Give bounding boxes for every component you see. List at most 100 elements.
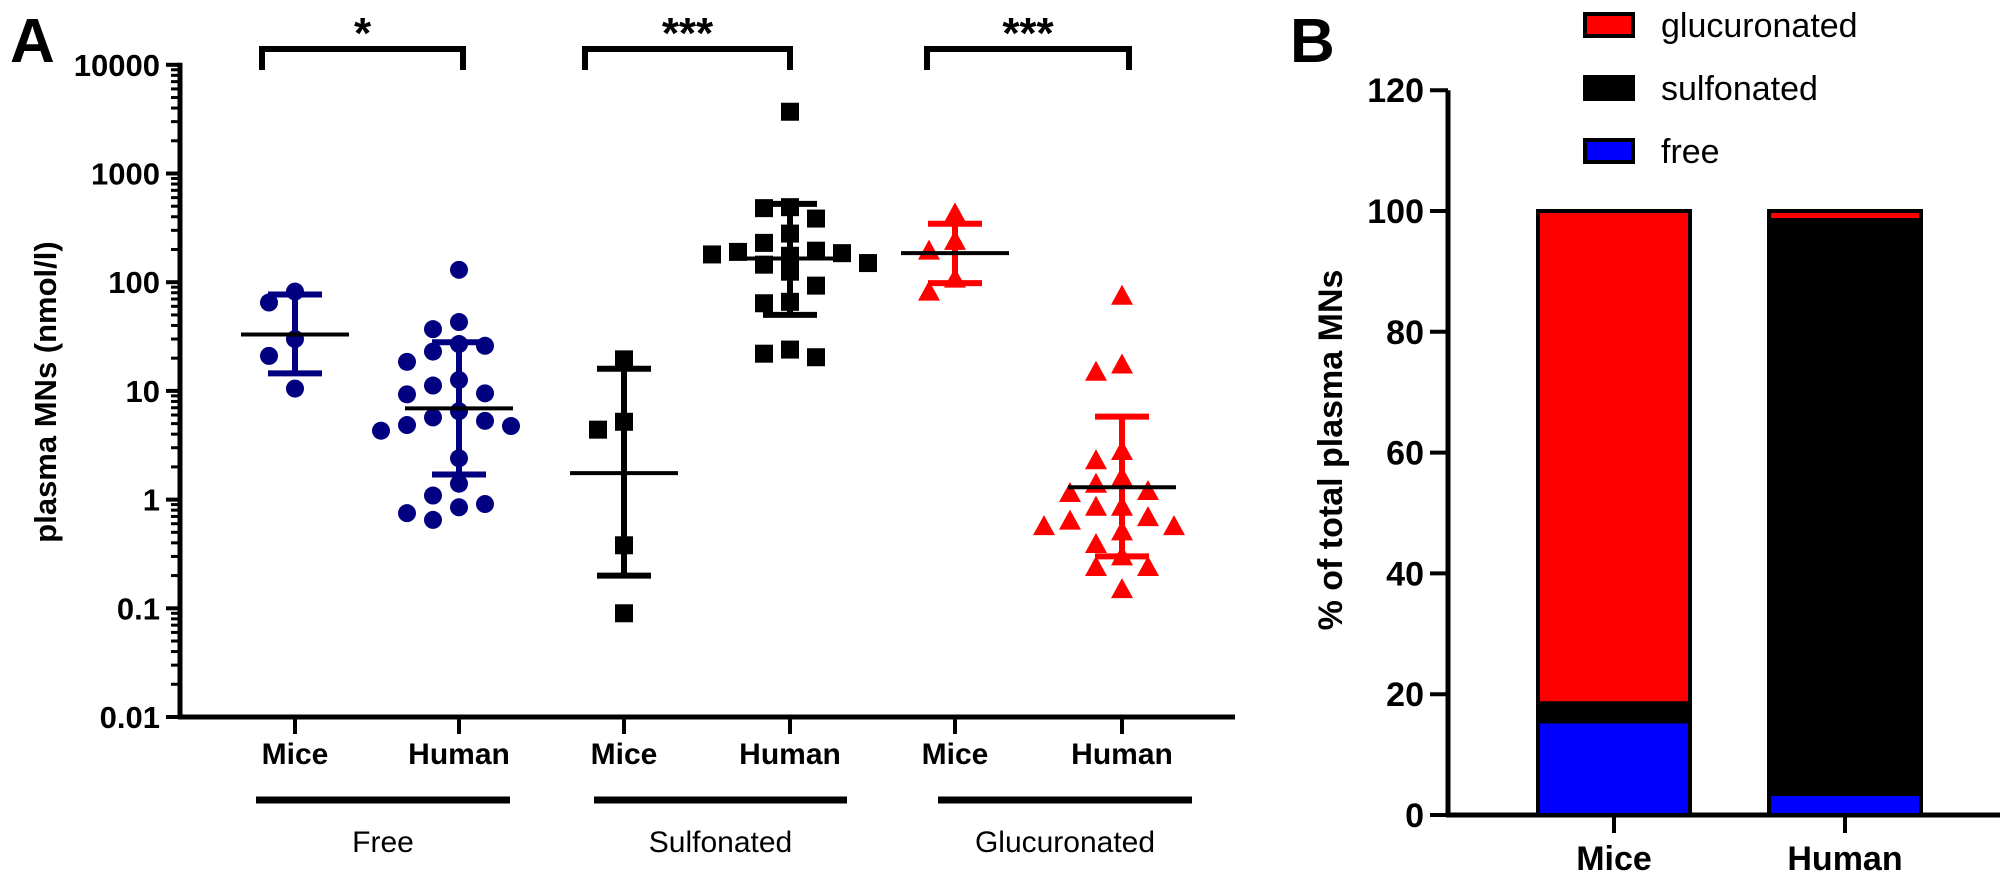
significance-label: ***: [1002, 9, 1054, 58]
bar-segment-glucuronated: [1536, 209, 1692, 706]
data-point-triangle: [944, 202, 966, 223]
data-point-square: [781, 340, 799, 359]
data-point-triangle: [1085, 449, 1107, 470]
data-point-circle: [476, 411, 494, 430]
significance-label: *: [354, 9, 372, 58]
data-point-triangle: [1137, 506, 1159, 527]
legend-swatch-free: [1583, 138, 1635, 164]
y-tick-label: 0.1: [117, 591, 160, 626]
data-point-triangle: [1085, 360, 1107, 381]
x-tick-label: Human: [1787, 840, 1902, 878]
significance-bracket: [924, 46, 1132, 70]
data-point-circle: [424, 320, 442, 339]
legend-label: free: [1661, 133, 1720, 171]
x-tick-label: Human: [739, 738, 841, 771]
data-point-triangle: [1137, 555, 1159, 576]
y-tick-label: 10000: [74, 48, 160, 83]
y-tick-label: 40: [1386, 555, 1424, 593]
y-tick-label: 0.01: [100, 700, 160, 735]
data-point-triangle: [1111, 284, 1133, 305]
legend-label: sulfonated: [1661, 70, 1818, 108]
group-label: Sulfonated: [649, 826, 792, 859]
x-tick-label: Mice: [262, 738, 329, 771]
data-point-circle: [260, 346, 278, 365]
y-tick-label: 120: [1367, 72, 1424, 110]
chart-b: 0 20 40 60 80 100 120 % of total plasma MNs Mice…: [1312, 7, 2000, 878]
data-point-square: [729, 242, 747, 261]
data-point-circle: [502, 417, 520, 436]
data-point-circle: [450, 260, 468, 279]
data-point-square: [703, 245, 721, 264]
data-point-circle: [398, 504, 416, 523]
y-tick-label: 100: [108, 265, 160, 300]
data-point-circle: [450, 498, 468, 517]
data-point-circle: [372, 421, 390, 440]
data-point-circle: [286, 379, 304, 398]
data-point-triangle: [1085, 495, 1107, 516]
x-tick-label: Human: [408, 738, 510, 771]
data-point-circle: [398, 416, 416, 435]
legend-swatch-glucuronated: [1583, 12, 1635, 38]
data-point-circle: [450, 313, 468, 332]
data-point-circle: [424, 486, 442, 505]
data-point-square: [755, 344, 773, 363]
data-point-square: [807, 241, 825, 260]
legend-swatch-sulfonated: [1583, 75, 1635, 101]
data-point-triangle: [1085, 533, 1107, 554]
data-point-triangle: [1059, 509, 1081, 530]
y-tick-label: 1: [143, 483, 160, 518]
data-point-triangle: [1085, 472, 1107, 493]
bar-segment-glucuronated: [1767, 209, 1923, 223]
data-point-circle: [424, 376, 442, 395]
legend-label: glucuronated: [1661, 7, 1858, 45]
panel-b-label: B: [1290, 7, 1335, 76]
significance-label: ***: [662, 9, 714, 58]
data-point-square: [781, 102, 799, 121]
x-tick-label: Mice: [1576, 840, 1652, 878]
y-tick-label: 20: [1386, 676, 1424, 714]
data-point-circle: [424, 342, 442, 361]
bar-segment-free: [1767, 791, 1923, 817]
data-point-triangle: [1137, 479, 1159, 500]
data-point-circle: [260, 293, 278, 312]
data-point-square: [615, 604, 633, 623]
bar-segment-free: [1536, 719, 1692, 818]
data-point-triangle: [918, 239, 940, 260]
data-point-triangle: [1033, 515, 1055, 536]
y-tick-label: 60: [1386, 435, 1424, 473]
data-point-square: [859, 254, 877, 273]
data-point-circle: [398, 385, 416, 404]
significance-bracket: [259, 46, 466, 70]
data-point-circle: [450, 474, 468, 493]
data-point-square: [807, 348, 825, 367]
x-tick-label: Mice: [922, 738, 989, 771]
y-axis-label: plasma MNs (nmol/l): [28, 241, 63, 542]
group-label: Free: [352, 826, 414, 859]
panel-a-label: A: [10, 7, 55, 76]
data-point-square: [615, 350, 633, 369]
data-point-triangle: [1111, 578, 1133, 599]
data-point-square: [807, 276, 825, 295]
y-tick-label: 10: [126, 374, 160, 409]
data-point-square: [755, 233, 773, 252]
data-point-triangle: [918, 280, 940, 301]
y-tick-label: 100: [1367, 193, 1424, 231]
data-point-triangle: [1085, 555, 1107, 576]
bar-segment-sulfonated: [1767, 218, 1923, 796]
y-axis-label: % of total plasma MNs: [1312, 270, 1350, 631]
y-tick-label: 0: [1405, 797, 1424, 835]
data-point-triangle: [1059, 482, 1081, 503]
significance-bracket: [582, 46, 793, 70]
data-point-circle: [476, 384, 494, 403]
data-point-triangle: [1111, 353, 1133, 374]
x-tick-label: Mice: [591, 738, 658, 771]
data-point-circle: [398, 352, 416, 371]
data-point-circle: [424, 408, 442, 427]
group-label: Glucuronated: [975, 826, 1155, 859]
data-point-triangle: [1163, 515, 1185, 536]
y-tick-label: 80: [1386, 314, 1424, 352]
data-point-circle: [424, 510, 442, 529]
data-point-square: [807, 209, 825, 228]
data-point-circle: [476, 495, 494, 514]
